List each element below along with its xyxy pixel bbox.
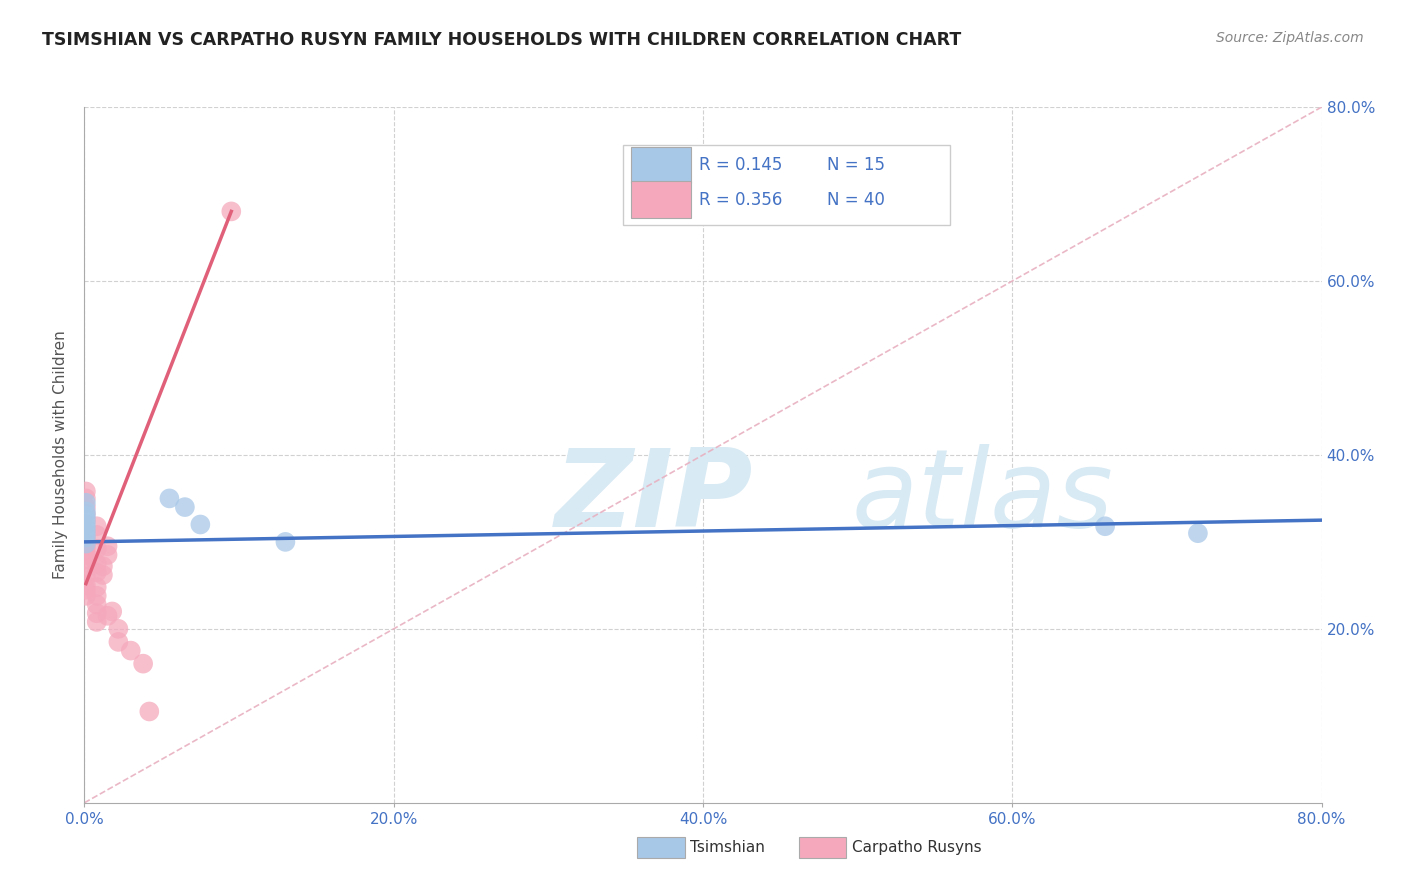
Point [159,491,181,506]
Point [75,484,97,499]
Point [97,539,120,553]
Point [221,204,243,219]
Text: Source: ZipAtlas.com: Source: ZipAtlas.com [1216,31,1364,45]
Point [75,548,97,562]
Point [138,705,160,719]
Point [75,531,97,545]
Point [75,491,97,506]
Point [107,622,129,636]
Point [75,536,97,550]
Point [86,557,108,571]
Point [101,605,124,619]
Point [75,522,97,536]
Point [75,552,97,566]
Point [97,608,120,623]
Text: Carpatho Rusyns: Carpatho Rusyns [852,840,981,855]
Point [97,548,120,562]
Point [174,500,197,514]
Point [75,513,97,527]
Point [75,513,97,527]
Point [75,517,97,532]
Y-axis label: Family Households with Children: Family Households with Children [53,331,69,579]
Point [86,580,108,594]
Text: R = 0.145: R = 0.145 [699,156,783,174]
Point [75,531,97,545]
Point [75,526,97,541]
Point [274,534,297,549]
Point [75,578,97,592]
Point [75,500,97,514]
FancyBboxPatch shape [631,146,690,183]
Point [75,534,97,549]
Point [86,541,108,556]
Text: ZIP: ZIP [554,443,752,549]
Point [86,519,108,533]
Text: TSIMSHIAN VS CARPATHO RUSYN FAMILY HOUSEHOLDS WITH CHILDREN CORRELATION CHART: TSIMSHIAN VS CARPATHO RUSYN FAMILY HOUSE… [42,31,962,49]
Text: Tsimshian: Tsimshian [690,840,765,855]
Point [132,657,155,671]
FancyBboxPatch shape [623,145,950,226]
Point [75,582,97,597]
Text: N = 40: N = 40 [827,191,884,209]
Point [75,539,97,553]
Point [86,589,108,603]
Point [86,528,108,542]
Point [86,615,108,629]
Point [1094,519,1116,533]
Point [75,508,97,523]
Point [75,561,97,575]
Text: N = 15: N = 15 [827,156,884,174]
Point [75,507,97,521]
Point [75,496,97,510]
Point [188,517,212,532]
Point [75,526,97,541]
Point [1187,526,1209,541]
Point [86,566,108,580]
Text: atlas: atlas [852,444,1114,549]
Point [120,643,142,657]
Point [86,598,108,612]
Point [75,504,97,518]
Point [107,635,129,649]
Point [75,522,97,536]
Point [75,570,97,584]
Point [91,568,114,582]
Text: R = 0.356: R = 0.356 [699,191,783,209]
Point [75,543,97,558]
FancyBboxPatch shape [631,181,690,218]
Point [91,559,114,574]
Point [75,589,97,603]
Point [86,606,108,620]
